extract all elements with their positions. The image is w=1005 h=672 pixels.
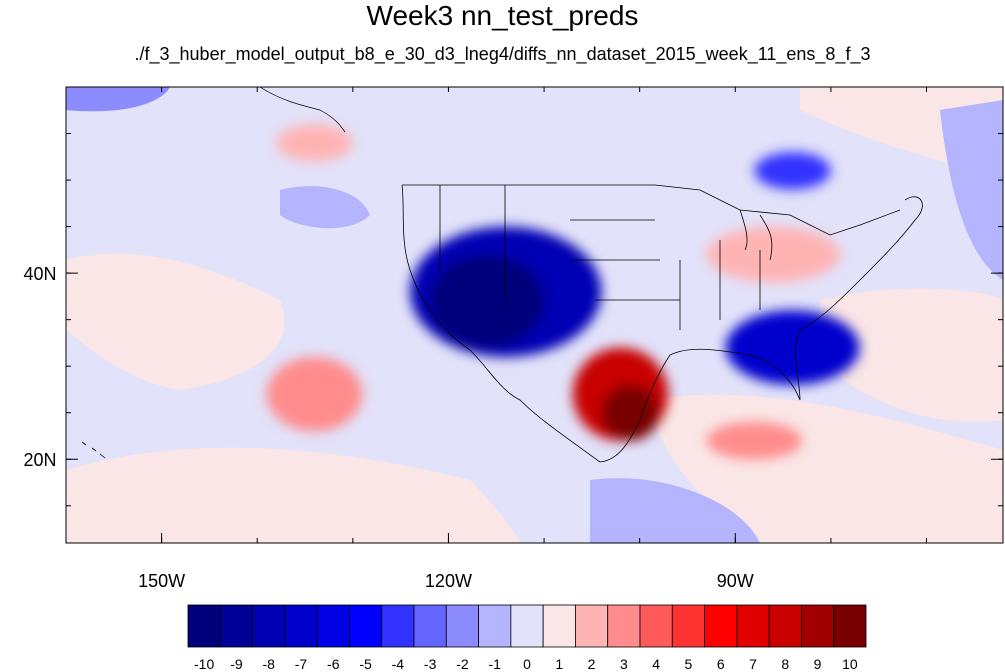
colorbar-swatch: [639, 604, 673, 648]
colorbar-swatch: [542, 604, 576, 648]
plot-frame: [65, 86, 1004, 544]
colorbar-label: -8: [262, 656, 275, 672]
anomaly-canada-cold: [754, 152, 831, 190]
colorbar-label: -4: [392, 656, 405, 672]
colorbar-swatch: [284, 604, 318, 648]
colorbar-label: 9: [814, 656, 822, 672]
colorbar-swatch: [252, 604, 286, 648]
colorbar-label: -3: [424, 656, 437, 672]
colorbar-swatch: [478, 604, 512, 648]
map-field: [66, 87, 1003, 543]
caribbean-cold-patch: [590, 478, 760, 543]
colorbar-label: 4: [652, 656, 660, 672]
colorbar-label: -1: [488, 656, 501, 672]
colorbar-label: -2: [456, 656, 469, 672]
anomaly-east-pacific-warm: [266, 356, 363, 432]
colorbar-swatch: [349, 604, 383, 648]
colorbar-label: 2: [588, 656, 596, 672]
pacific-warm-patch: [66, 253, 285, 390]
colorbar-label: 0: [523, 656, 531, 672]
lon-tick-label: 90W: [717, 571, 754, 591]
colorbar-swatch: [607, 604, 641, 648]
colorbar-label: 3: [620, 656, 628, 672]
alaska-coast: [259, 87, 346, 133]
colorbar-swatch: [381, 604, 415, 648]
colorbar-label: -7: [295, 656, 308, 672]
colorbar-label: 5: [685, 656, 693, 672]
colorbar-swatch: [510, 604, 544, 648]
lon-tick-label: 150W: [138, 571, 185, 591]
map-axes: 150W 120W 90W 40N 20N: [23, 87, 1003, 591]
colorbar-label: 6: [717, 656, 725, 672]
colorbar-label: -9: [230, 656, 243, 672]
arctic-cold-patch: [66, 87, 170, 112]
colorbar-swatch: [219, 604, 253, 648]
colorbar-swatch: [704, 604, 738, 648]
colorbar-swatch: [671, 604, 705, 648]
colorbar-swatch: [575, 604, 609, 648]
colorbar-swatch: [316, 604, 350, 648]
colorbar-swatch: [413, 604, 447, 648]
colorbar-label: 1: [555, 656, 563, 672]
colorbar-label: 10: [842, 656, 858, 672]
colorbar-label: 8: [781, 656, 789, 672]
atlantic-cold-edge: [940, 100, 1003, 280]
colorbar-swatch: [801, 604, 835, 648]
anomaly-great-lakes-warm: [706, 226, 841, 283]
coastlines: [401, 184, 923, 463]
colorbar-swatch: [445, 604, 479, 648]
atlantic-warm-patch: [820, 288, 1003, 422]
colorbar-swatch: [768, 604, 802, 648]
anomaly-alaska-warm: [276, 124, 353, 162]
tropical-warm-band: [66, 447, 520, 543]
colorbar-swatch: [187, 604, 221, 648]
map-subtitle: ./f_3_huber_model_output_b8_e_30_d3_lneg…: [134, 44, 871, 64]
map-title: Week3 nn_test_preds: [366, 0, 639, 31]
colorbar: -10 -9 -8 -7 -6 -5 -4 -3 -2 -1 0 1 2 3 4 5 6 7 8 9 10: [187, 604, 867, 672]
colorbar-swatch: [736, 604, 770, 648]
anomaly-western-us-core: [429, 254, 545, 348]
anomaly-gulf-warm: [706, 422, 803, 460]
colorbar-label: -10: [194, 656, 214, 672]
lat-tick-label: 40N: [23, 264, 56, 284]
hawaii-islands: [81, 441, 106, 459]
colorbar-label: -5: [359, 656, 372, 672]
colorbar-label: -6: [327, 656, 340, 672]
pacific-cold-patch: [280, 186, 370, 229]
anomaly-southeast-cold: [725, 310, 860, 385]
lon-tick-label: 120W: [425, 571, 472, 591]
colorbar-label: 7: [749, 656, 757, 672]
colorbar-swatch: [833, 604, 867, 648]
anomaly-texas-mexico-core: [601, 384, 659, 441]
lat-tick-label: 20N: [23, 450, 56, 470]
